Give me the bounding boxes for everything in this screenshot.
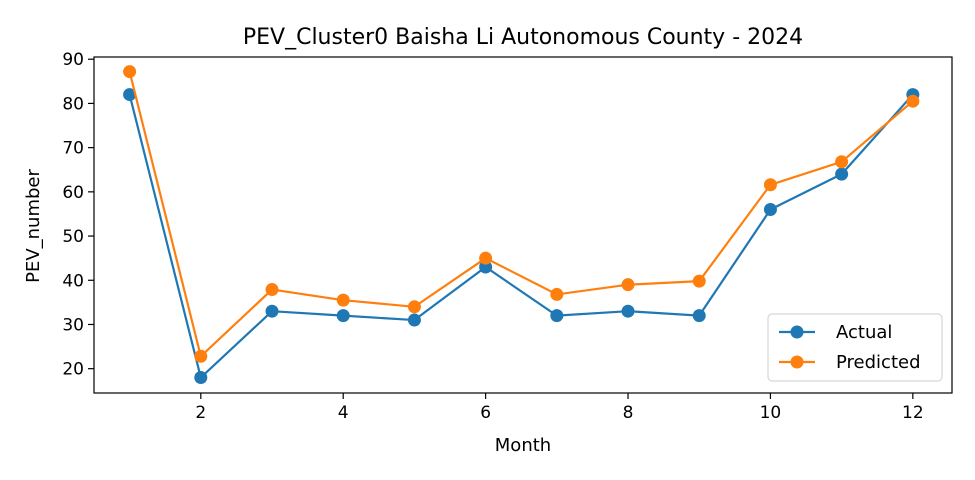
- legend-marker-actual: [790, 325, 804, 339]
- legend-label-actual: Actual: [836, 322, 892, 343]
- y-tick-label: 40: [62, 271, 84, 291]
- x-tick-label: 8: [623, 403, 634, 423]
- y-tick-label: 30: [62, 315, 84, 335]
- data-point-actual: [265, 304, 279, 318]
- data-point-predicted: [835, 155, 849, 169]
- data-point-predicted: [692, 274, 706, 288]
- x-tick-label: 12: [902, 403, 924, 423]
- series-line-actual: [128, 93, 914, 380]
- x-tick-label: 4: [338, 403, 349, 423]
- x-tick-label: 6: [480, 403, 491, 423]
- y-tick-label: 50: [62, 227, 84, 247]
- data-point-actual: [550, 309, 564, 323]
- data-point-predicted: [123, 65, 137, 79]
- data-point-predicted: [194, 349, 208, 363]
- x-axis-label: Month: [495, 435, 551, 456]
- y-tick-label: 20: [62, 360, 84, 380]
- data-point-predicted: [763, 178, 777, 192]
- data-point-actual: [407, 313, 421, 327]
- data-point-actual: [194, 371, 208, 385]
- y-tick-label: 60: [62, 183, 84, 203]
- x-tick-label: 10: [760, 403, 782, 423]
- data-point-actual: [835, 167, 849, 181]
- data-point-actual: [123, 88, 137, 102]
- data-point-predicted: [407, 300, 421, 314]
- legend-frame: [767, 313, 943, 382]
- series-layer: [123, 65, 920, 385]
- y-axis: 20 30 40 50 60 70 80 90: [62, 50, 94, 380]
- data-point-actual: [763, 203, 777, 217]
- data-point-actual: [692, 309, 706, 323]
- data-point-predicted: [550, 287, 564, 301]
- legend-label-predicted: Predicted: [836, 352, 921, 373]
- series-line-predicted: [128, 71, 914, 359]
- data-point-predicted: [906, 94, 920, 108]
- x-tick-label: 2: [195, 403, 206, 423]
- data-point-predicted: [336, 293, 350, 307]
- data-point-actual: [621, 304, 635, 318]
- y-tick-label: 70: [62, 139, 84, 159]
- legend: Actual Predicted: [767, 313, 943, 382]
- chart-title: PEV_Cluster0 Baisha Li Autonomous County…: [243, 25, 803, 50]
- data-point-predicted: [479, 251, 493, 265]
- data-point-actual: [336, 309, 350, 323]
- y-tick-label: 90: [62, 50, 84, 70]
- y-axis-label: PEV_number: [23, 169, 44, 283]
- y-tick-label: 80: [62, 94, 84, 114]
- data-point-predicted: [621, 278, 635, 292]
- legend-marker-predicted: [790, 355, 804, 369]
- x-axis: 2 4 6 8 10 12: [195, 393, 924, 423]
- plot-area-frame: [93, 56, 953, 394]
- data-point-predicted: [265, 283, 279, 297]
